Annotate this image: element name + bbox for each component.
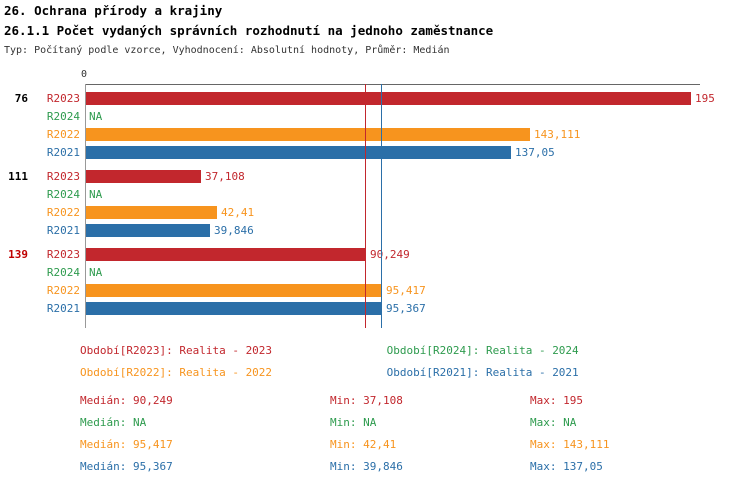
series-label-r2023: R2023	[46, 92, 80, 105]
series-label-r2024: R2024	[46, 266, 80, 279]
bar-value-label: 42,41	[221, 206, 255, 219]
median-line-r2021	[381, 84, 382, 328]
group-label: 139	[8, 248, 28, 261]
legend-item-r2021: Období[R2021]: Realita - 2021	[386, 366, 579, 379]
stat-max: Max: 143,111	[530, 438, 610, 451]
bar-value-label: NA	[89, 110, 103, 123]
bar-value-label: 37,108	[205, 170, 245, 183]
bar-value-label: NA	[89, 188, 103, 201]
stat-median: Medián: 95,367	[80, 460, 173, 473]
stat-median: Medián: 90,249	[80, 394, 173, 407]
axis-vertical-line	[85, 84, 86, 328]
axis-top-line	[85, 84, 700, 85]
bar-value-label: 195	[695, 92, 715, 105]
stat-min: Min: 39,846	[330, 460, 403, 473]
series-label-r2022: R2022	[46, 206, 80, 219]
bar-r2022	[86, 206, 217, 219]
bar-r2021	[86, 224, 210, 237]
chart-meta-line: Typ: Počítaný podle vzorce, Vyhodnocení:…	[4, 45, 450, 56]
stat-min: Min: NA	[330, 416, 377, 429]
bar-r2021	[86, 146, 511, 159]
bar-value-label: NA	[89, 266, 103, 279]
page-title: 26. Ochrana přírody a krajiny	[4, 3, 223, 18]
bar-r2022	[86, 284, 382, 297]
bar-r2023	[86, 92, 691, 105]
series-label-r2021: R2021	[46, 146, 80, 159]
series-label-r2024: R2024	[46, 110, 80, 123]
bar-chart: 0 76 R2023 195 R2024 NA R2022 143,111 R2021 137,0…	[0, 68, 750, 336]
series-label-r2022: R2022	[46, 128, 80, 141]
bar-value-label: 39,846	[214, 224, 254, 237]
stat-max: Max: 137,05	[530, 460, 603, 473]
stats-table: Medián: 90,249 Min: 37,108 Max: 195 Medián…	[80, 390, 609, 478]
group-label: 76	[14, 92, 28, 105]
stat-max: Max: 195	[530, 394, 583, 407]
legend: Období[R2023]: Realita - 2023 Období[R20…	[80, 340, 579, 384]
legend-row: Období[R2022]: Realita - 2022 Období[R20…	[80, 362, 579, 384]
stats-row-r2023: Medián: 90,249 Min: 37,108 Max: 195	[80, 390, 609, 412]
legend-row: Období[R2023]: Realita - 2023 Období[R20…	[80, 340, 579, 362]
bar-value-label: 95,417	[386, 284, 426, 297]
stat-min: Min: 37,108	[330, 394, 403, 407]
series-label-r2021: R2021	[46, 302, 80, 315]
stat-min: Min: 42,41	[330, 438, 397, 451]
series-label-r2023: R2023	[46, 170, 80, 183]
bar-r2022	[86, 128, 530, 141]
axis-zero-label: 0	[81, 69, 88, 80]
stats-row-r2021: Medián: 95,367 Min: 39,846 Max: 137,05	[80, 456, 609, 478]
group-label: 111	[8, 170, 28, 183]
legend-item-r2024: Období[R2024]: Realita - 2024	[386, 344, 579, 357]
bar-value-label: 137,05	[515, 146, 555, 159]
bar-value-label: 90,249	[370, 248, 410, 261]
series-label-r2021: R2021	[46, 224, 80, 237]
series-label-r2024: R2024	[46, 188, 80, 201]
legend-item-r2023: Období[R2023]: Realita - 2023	[80, 344, 273, 357]
stat-max: Max: NA	[530, 416, 577, 429]
stats-row-r2022: Medián: 95,417 Min: 42,41 Max: 143,111	[80, 434, 609, 456]
series-label-r2022: R2022	[46, 284, 80, 297]
legend-item-r2022: Období[R2022]: Realita - 2022	[80, 366, 273, 379]
indicator-subtitle: 26.1.1 Počet vydaných správních rozhodnu…	[4, 23, 494, 38]
stat-median: Medián: 95,417	[80, 438, 173, 451]
bar-value-label: 143,111	[534, 128, 581, 141]
bar-r2021	[86, 302, 382, 315]
bar-r2023	[86, 170, 201, 183]
bar-r2023	[86, 248, 366, 261]
median-line-r2023	[365, 84, 366, 328]
bar-value-label: 95,367	[386, 302, 426, 315]
series-label-r2023: R2023	[46, 248, 80, 261]
stat-median: Medián: NA	[80, 416, 147, 429]
stats-row-r2024: Medián: NA Min: NA Max: NA	[80, 412, 609, 434]
